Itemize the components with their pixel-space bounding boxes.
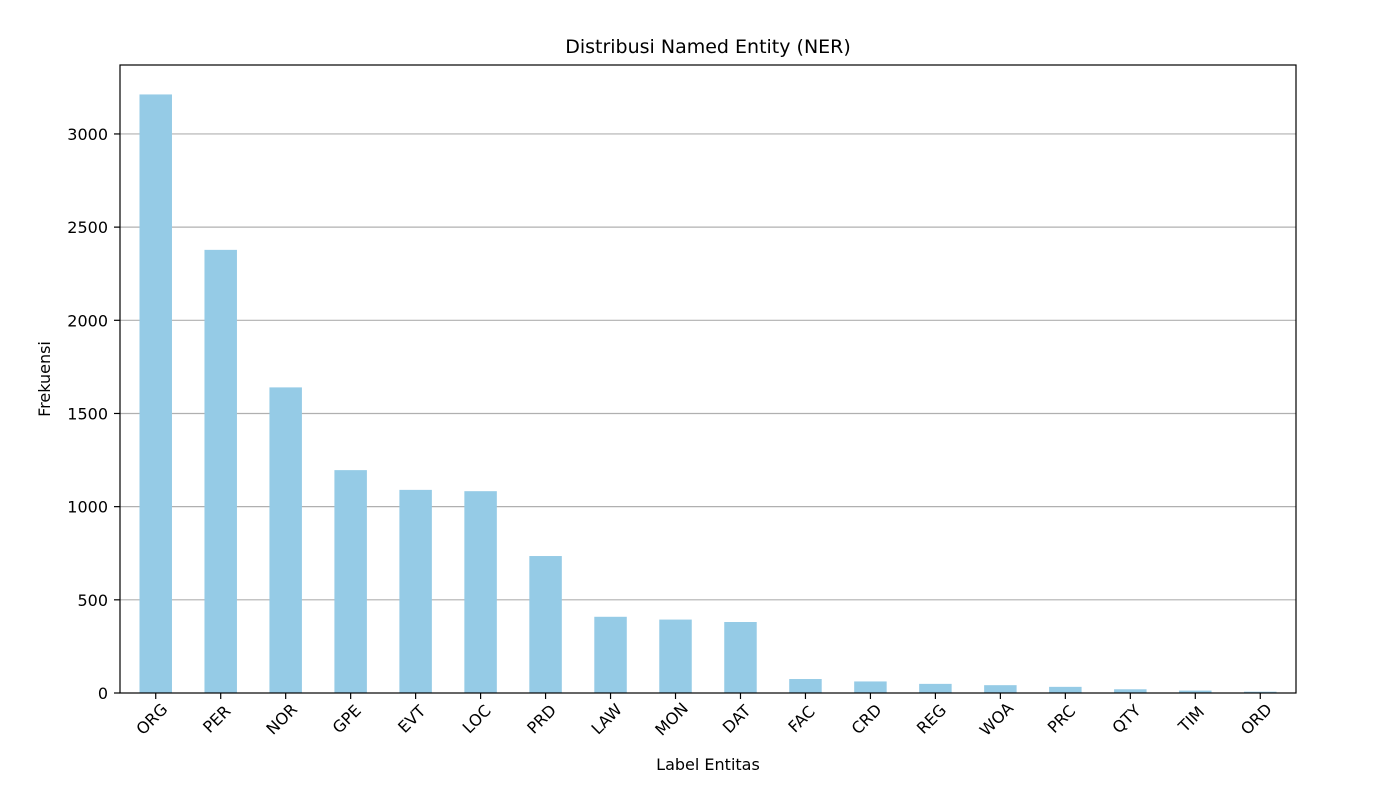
bar-per	[204, 249, 237, 693]
x-tick-label: NOR	[262, 700, 301, 739]
y-tick-label: 0	[98, 684, 108, 703]
bar-nor	[269, 387, 302, 693]
bar-ord	[1244, 691, 1277, 693]
x-tick-label: MON	[651, 699, 692, 740]
y-tick-label: 500	[77, 591, 108, 610]
y-tick-label: 2000	[67, 311, 108, 330]
bar-loc	[464, 491, 497, 693]
bar-gpe	[334, 470, 367, 693]
y-tick-label: 3000	[67, 125, 108, 144]
bar-crd	[854, 681, 887, 693]
x-tick-label: EVT	[394, 701, 429, 736]
bar-tim	[1179, 690, 1212, 693]
bar-evt	[399, 489, 432, 693]
x-tick-label: ORG	[132, 700, 171, 739]
x-tick-label: WOA	[976, 699, 1017, 740]
x-tick-label: FAC	[784, 702, 818, 736]
bar-qty	[1114, 689, 1147, 693]
bar-law	[594, 616, 627, 693]
x-tick-label: CRD	[848, 700, 886, 738]
x-tick-label: PER	[199, 701, 234, 736]
x-tick-label: ORD	[1237, 700, 1276, 739]
bar-reg	[919, 683, 952, 693]
x-tick-label: GPE	[329, 701, 365, 737]
y-axis-label: Frekuensi	[35, 341, 54, 417]
x-tick-label: PRD	[523, 701, 560, 738]
x-tick-label: QTY	[1108, 701, 1144, 737]
x-tick-label: LOC	[459, 701, 495, 737]
bar-fac	[789, 679, 822, 693]
bars	[139, 94, 1277, 694]
y-tick-label: 1500	[67, 404, 108, 423]
gridlines	[120, 133, 1296, 601]
bar-dat	[724, 622, 757, 693]
y-tick-label: 2500	[67, 218, 108, 237]
bar-mon	[659, 619, 692, 693]
chart-title: Distribusi Named Entity (NER)	[565, 36, 851, 58]
x-tick-label: REG	[913, 701, 950, 738]
y-tick-label: 1000	[67, 498, 108, 517]
x-axis-ticks: ORG PER NOR GPE EVT LOC PRD LAW MON DAT FAC CRD REG W…	[132, 693, 1276, 740]
x-tick-label: TIM	[1174, 702, 1208, 736]
bar-prd	[529, 556, 562, 693]
bar-prc	[1049, 686, 1082, 693]
x-tick-label: DAT	[719, 701, 755, 737]
x-tick-label: LAW	[587, 700, 625, 738]
x-axis-label: Label Entitas	[656, 755, 760, 774]
bar-org	[139, 94, 172, 694]
x-tick-label: PRC	[1044, 701, 1079, 736]
y-axis-ticks: 0 500 1000 1500 2000 2500 3000	[67, 125, 120, 703]
bar-woa	[984, 685, 1017, 693]
plot-frame	[119, 64, 1297, 694]
